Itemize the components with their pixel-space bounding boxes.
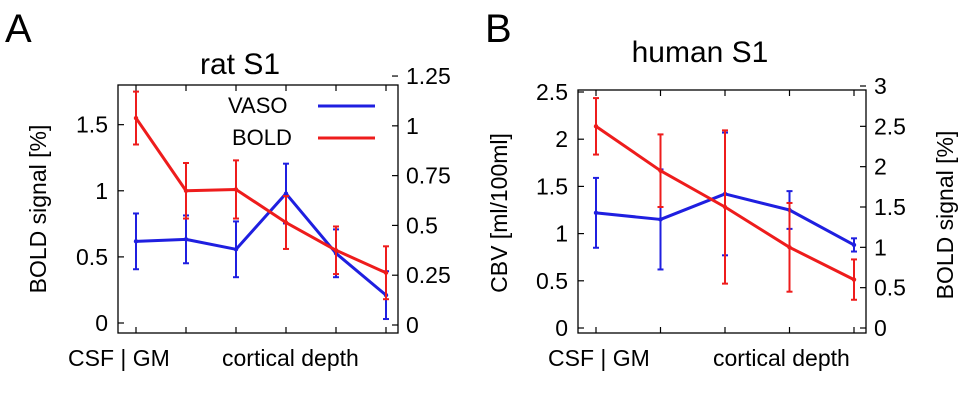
data-point-vaso-2 xyxy=(183,237,189,242)
panel-b-y-axis-label-right: BOLD signal [%] xyxy=(932,131,958,300)
panel-b: B human S1 0 0.5 1 1.5 2 2.5 0 0.5 1 1.5 2 2.5 3 CB… xyxy=(485,7,958,371)
panel-a-x-axis-label-right: cortical depth xyxy=(222,345,359,371)
y-right-tick-label-4: 1 xyxy=(406,113,419,139)
y-left-tick-label-1: 0.5 xyxy=(536,268,568,294)
panel-b-title: human S1 xyxy=(632,36,769,69)
data-point-bold-1 xyxy=(133,115,139,121)
data-point-vaso-3 xyxy=(233,247,239,252)
panel-a-title: rat S1 xyxy=(200,48,280,81)
panel-a-plot-frame xyxy=(117,84,399,334)
data-point-bold-2 xyxy=(183,188,189,193)
y-right-tick-label-0: 0 xyxy=(406,312,419,338)
data-point-cbv-5 xyxy=(851,242,857,248)
panel-b-x-axis-label-right: cortical depth xyxy=(713,345,850,371)
panel-b-letter: B xyxy=(485,7,512,51)
series-line-vaso xyxy=(135,192,387,297)
legend-label-bold: BOLD xyxy=(232,125,292,150)
y-left-tick-label-5: 2.5 xyxy=(536,79,568,105)
panel-a-left-y-ticks: 0 0.5 1 1.5 xyxy=(76,112,124,336)
data-point-cbv-1 xyxy=(593,210,599,216)
data-point-bold-5 xyxy=(333,248,339,253)
y-right-tick-label-2: 1 xyxy=(874,234,887,260)
y-left-tick-label-3: 1.5 xyxy=(536,173,568,199)
legend: VASO BOLD xyxy=(228,93,375,150)
data-point-bold-4 xyxy=(787,245,792,250)
y-right-tick-label-5: 2.5 xyxy=(874,113,906,139)
panel-a-series xyxy=(133,90,389,321)
y-left-tick-label-0: 0 xyxy=(555,315,568,341)
panel-b-series xyxy=(593,97,857,301)
panel-b-right-y-ticks: 0 0.5 1 1.5 2 2.5 3 xyxy=(860,73,906,341)
panel-b-x-ticks xyxy=(595,90,855,333)
data-point-bold-1 xyxy=(593,124,599,129)
y-right-tick-label-3: 0.75 xyxy=(406,163,451,189)
panel-b-left-y-ticks: 0 0.5 1 1.5 2 2.5 xyxy=(536,79,584,341)
y-left-tick-label-2: 1 xyxy=(95,178,108,204)
y-left-tick-label-4: 2 xyxy=(555,126,568,152)
y-right-tick-label-1: 0.5 xyxy=(874,275,906,301)
series-line-bold xyxy=(134,117,387,275)
y-right-tick-label-0: 0 xyxy=(874,315,887,341)
y-right-tick-label-5: 1.25 xyxy=(406,63,451,89)
y-left-tick-label-3: 1.5 xyxy=(76,112,108,138)
panel-a-x-ticks xyxy=(135,85,387,333)
data-point-bold-3 xyxy=(233,187,239,192)
legend-label-vaso: VASO xyxy=(228,93,288,118)
y-right-tick-label-3: 1.5 xyxy=(874,194,906,220)
data-point-vaso-1 xyxy=(133,239,139,244)
data-point-bold-5 xyxy=(851,277,857,282)
data-point-vaso-4 xyxy=(283,191,289,196)
y-left-tick-label-1: 0.5 xyxy=(76,244,108,270)
panel-a-letter: A xyxy=(5,7,32,51)
data-point-bold-3 xyxy=(722,204,728,210)
y-left-tick-label-2: 1 xyxy=(555,221,568,247)
y-right-tick-label-4: 2 xyxy=(874,154,887,180)
y-left-tick-label-0: 0 xyxy=(95,310,108,336)
panel-a-right-y-ticks: 0 0.25 0.5 0.75 1 1.25 xyxy=(392,63,451,338)
data-point-bold-2 xyxy=(658,168,663,173)
panel-a-x-axis-label-left: CSF | GM xyxy=(68,345,170,371)
panel-a-y-axis-label-left: BOLD signal [%] xyxy=(25,125,51,294)
data-point-bold-6 xyxy=(383,270,389,275)
panel-b-y-axis-label-left: CBV [ml/100ml] xyxy=(486,133,512,293)
y-right-tick-label-1: 0.25 xyxy=(406,262,451,288)
panel-b-x-axis-label-left: CSF | GM xyxy=(548,345,650,371)
data-point-bold-4 xyxy=(283,220,289,225)
panel-b-plot-frame xyxy=(577,89,867,334)
y-right-tick-label-6: 3 xyxy=(874,73,887,99)
y-right-tick-label-2: 0.5 xyxy=(406,212,438,238)
panel-a: A rat S1 0 0.5 1 1.5 0 0.25 0.5 0.75 1 1.25 BOLD… xyxy=(5,7,451,371)
data-point-cbv-2 xyxy=(658,217,663,222)
